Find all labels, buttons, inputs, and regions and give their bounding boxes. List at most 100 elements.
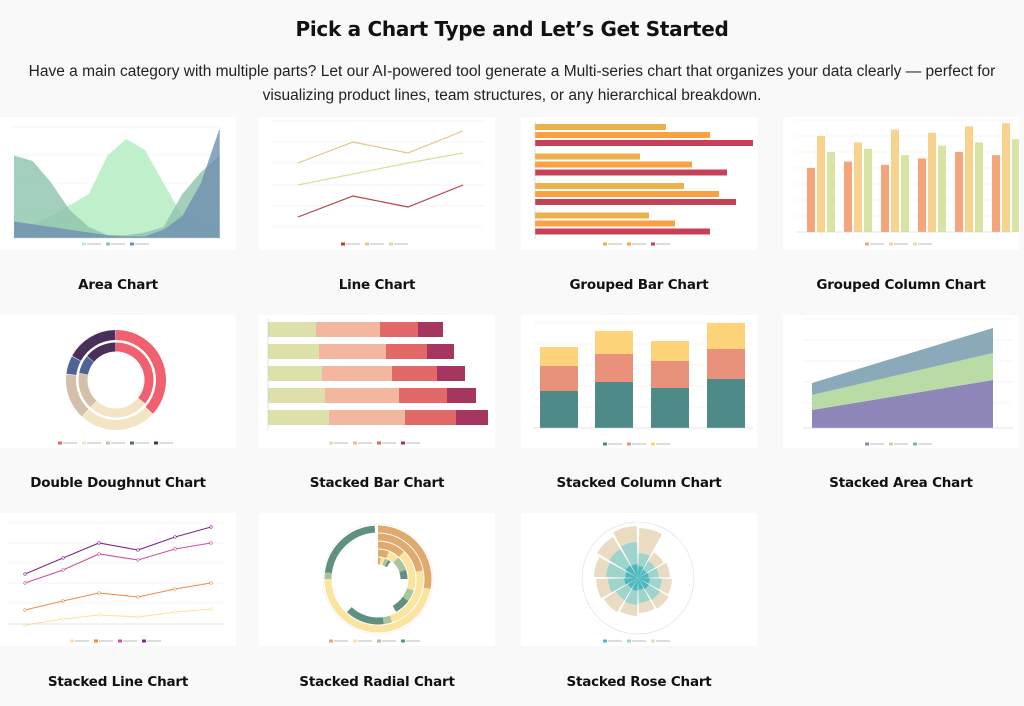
stacked-line-chart-thumbnail[interactable] — [0, 513, 236, 646]
stacked-area-chart-card[interactable]: Stacked Area Chart — [783, 315, 1019, 491]
legend-swatch — [130, 242, 134, 246]
bar — [535, 191, 719, 197]
stacked-bar-chart-label[interactable]: Stacked Bar Chart — [309, 475, 445, 491]
line-series — [297, 130, 464, 164]
stacked-bar-chart-thumbnail[interactable] — [259, 315, 495, 448]
stacked-radial-chart-card[interactable]: Stacked Radial Chart — [259, 513, 495, 690]
stacked-line-chart-card[interactable]: Stacked Line Chart — [0, 513, 236, 690]
line-series — [24, 526, 212, 575]
outer-ring-segment — [66, 356, 81, 376]
grouped-column-chart-thumbnail[interactable] — [783, 117, 1019, 250]
column — [938, 145, 946, 232]
stacked-line-chart-label[interactable]: Stacked Line Chart — [47, 674, 189, 690]
area-series — [812, 328, 993, 395]
stacked-radial-chart-thumbnail[interactable] — [259, 513, 495, 646]
data-point — [173, 547, 177, 551]
legend-swatch — [82, 441, 86, 445]
grouped-column-chart-label[interactable]: Grouped Column Chart — [816, 277, 986, 293]
column — [901, 155, 909, 232]
stacked-rose-chart-label[interactable]: Stacked Rose Chart — [566, 674, 712, 690]
rose-segment — [638, 528, 662, 557]
bar — [535, 132, 710, 138]
stacked-area-chart-thumbnail[interactable] — [783, 315, 1019, 448]
line-chart-label[interactable]: Line Chart — [338, 277, 416, 293]
legend-text — [870, 243, 884, 245]
rose-segment — [619, 601, 638, 616]
column-segment — [540, 366, 578, 391]
stacked-rose-chart-thumbnail[interactable] — [521, 513, 757, 646]
radial-bar-segment — [382, 615, 393, 625]
radial-bar-segment — [346, 606, 384, 625]
inner-ring-segment — [87, 342, 116, 363]
bar — [535, 183, 684, 189]
line-chart-thumbnail[interactable] — [259, 117, 495, 250]
bar-segment — [325, 388, 399, 403]
grouped-bar-chart-label[interactable]: Grouped Bar Chart — [569, 277, 709, 293]
rose-segment — [631, 564, 638, 578]
stacked-rose-chart-card[interactable]: Stacked Rose Chart — [521, 513, 757, 690]
inner-ring-segment — [78, 373, 97, 408]
column-segment — [595, 354, 633, 382]
double-doughnut-chart-label[interactable]: Double Doughnut Chart — [30, 475, 206, 491]
outer-ring-segment — [82, 407, 153, 430]
stacked-column-chart-thumbnail[interactable] — [521, 315, 757, 448]
grouped-column-chart-card[interactable]: Grouped Column Chart — [783, 117, 1019, 293]
area-chart-thumbnail[interactable] — [0, 117, 236, 250]
legend-swatch — [353, 441, 357, 445]
grouped-bar-chart-thumbnail[interactable] — [521, 117, 757, 250]
rose-segment — [624, 578, 638, 585]
legend-text — [87, 243, 101, 245]
area-chart-label[interactable]: Area Chart — [78, 277, 158, 293]
area-series — [14, 128, 220, 238]
legend-swatch — [889, 242, 893, 246]
stacked-radial-chart-label[interactable]: Stacked Radial Chart — [299, 674, 455, 690]
rose-segment — [647, 567, 659, 578]
rose-segment — [625, 565, 638, 578]
bar — [535, 140, 753, 146]
rose-segment — [638, 599, 655, 613]
radial-bar-segment — [324, 525, 376, 574]
bar — [535, 153, 640, 160]
rose-segment — [638, 566, 644, 578]
legend-swatch — [58, 441, 62, 445]
legend-swatch — [913, 242, 917, 246]
legend-text — [406, 442, 420, 444]
column — [844, 161, 852, 232]
legend-text — [99, 640, 113, 642]
legend-swatch — [865, 242, 869, 246]
grouped-bar-chart-card[interactable]: Grouped Bar Chart — [521, 117, 757, 293]
polar-grid — [581, 521, 695, 635]
double-doughnut-chart-card[interactable]: Double Doughnut Chart — [0, 315, 236, 491]
rose-segment — [594, 556, 610, 578]
bar-segment — [329, 410, 405, 425]
data-point — [173, 587, 177, 591]
radial-bar-segment — [402, 588, 414, 602]
stacked-column-chart-label[interactable]: Stacked Column Chart — [556, 475, 722, 491]
legend-swatch — [913, 442, 917, 446]
legend-swatch — [627, 639, 631, 643]
radial-bar-segment — [393, 557, 407, 573]
area-series — [812, 353, 993, 410]
rose-segment — [651, 591, 669, 609]
legend-swatch — [627, 442, 631, 446]
legend-text — [382, 640, 396, 642]
line-chart-card[interactable]: Line Chart — [259, 117, 495, 293]
legend-swatch — [82, 242, 86, 246]
rose-segment — [625, 571, 638, 578]
column — [807, 168, 815, 232]
stacked-area-chart-label[interactable]: Stacked Area Chart — [829, 475, 973, 491]
stacked-bar-chart-card[interactable]: Stacked Bar Chart — [259, 315, 495, 491]
area-chart-card[interactable]: Area Chart — [0, 117, 236, 293]
double-doughnut-chart-thumbnail[interactable] — [0, 315, 236, 448]
legend-swatch — [377, 639, 381, 643]
bar-segment — [427, 344, 454, 359]
radial-bar-segment — [389, 570, 424, 623]
legend-text — [894, 243, 908, 245]
legend-swatch — [130, 441, 134, 445]
bar-segment — [268, 410, 329, 425]
rose-segment — [608, 548, 631, 571]
legend-swatch — [341, 242, 345, 246]
data-point — [61, 599, 65, 603]
rose-segment — [638, 553, 650, 568]
stacked-column-chart-card[interactable]: Stacked Column Chart — [521, 315, 757, 491]
